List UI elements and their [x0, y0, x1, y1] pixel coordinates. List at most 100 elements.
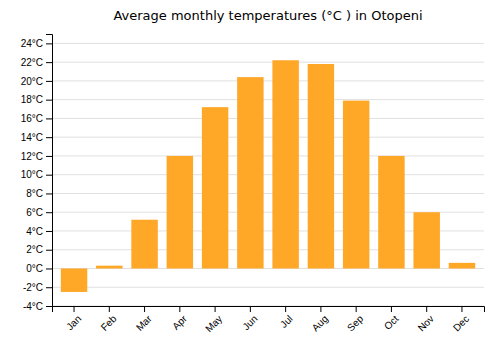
y-tick-mark — [46, 193, 52, 194]
y-tick: 22°C — [21, 57, 52, 68]
y-tick-mark — [46, 287, 52, 288]
y-tick-label: 10°C — [21, 169, 43, 180]
title: Average monthly temperatures (°C ) in Ot… — [113, 8, 422, 23]
y-tick-label: -4°C — [23, 301, 43, 312]
x-tick: Jun — [240, 306, 259, 332]
grid-line — [52, 287, 484, 288]
x-tick: Jul — [278, 306, 295, 330]
y-tick-mark — [46, 250, 52, 251]
y-tick-label: 0°C — [26, 263, 43, 274]
y-tick-mark — [46, 43, 52, 44]
y-tick-label: 22°C — [21, 57, 43, 68]
bar — [237, 77, 263, 268]
bar — [449, 263, 475, 269]
y-tick-label: 14°C — [21, 132, 43, 143]
y-tick-mark — [46, 118, 52, 119]
x-tick-mark — [109, 306, 110, 312]
y-tick-mark — [46, 306, 52, 307]
y-tick-mark — [46, 231, 52, 232]
x-tick-label: Oct — [382, 313, 401, 332]
y-tick: 14°C — [21, 132, 52, 143]
x-tick: Mar — [134, 306, 154, 333]
bar — [308, 64, 334, 268]
x-tick: Dec — [451, 306, 471, 333]
y-tick: -2°C — [23, 282, 52, 293]
y-tick: 12°C — [21, 151, 52, 162]
bar — [167, 156, 193, 269]
y-tick: 4°C — [26, 226, 52, 237]
y-tick: 6°C — [26, 207, 52, 218]
x-tick-label: May — [203, 313, 224, 334]
y-tick: 2°C — [26, 244, 52, 255]
y-tick-label: 20°C — [21, 76, 43, 87]
bar — [61, 268, 87, 291]
grid-line — [52, 174, 484, 175]
grid — [52, 43, 484, 306]
x-axis: Jan Feb Mar Apr May Jun Jul Aug Sep Oct Nov Dec — [53, 306, 485, 334]
x-tick-mark — [356, 306, 357, 312]
bars — [61, 60, 475, 292]
x-tick-mark — [215, 306, 216, 312]
x-tick-mark — [461, 306, 462, 312]
y-tick-mark — [46, 175, 52, 176]
x-tick-mark — [320, 306, 321, 312]
x-tick-label: Dec — [451, 313, 471, 333]
bar — [131, 220, 157, 269]
y-tick-label: 8°C — [26, 188, 43, 199]
x-tick-label: Aug — [310, 313, 330, 333]
y-tick: -4°C — [23, 301, 52, 312]
x-tick-mark — [426, 306, 427, 312]
y-tick-mark — [46, 137, 52, 138]
x-tick-label: Mar — [134, 313, 154, 333]
y-tick-mark — [46, 268, 52, 269]
y-tick: 18°C — [21, 94, 52, 105]
x-tick-label: Jan — [64, 313, 83, 332]
x-tick-label: Jun — [240, 313, 259, 332]
x-tick-mark — [285, 306, 286, 312]
y-tick-label: 18°C — [21, 94, 43, 105]
y-tick-label: 24°C — [21, 38, 43, 49]
x-tick-mark — [391, 306, 392, 312]
y-tick: 16°C — [21, 113, 52, 124]
bar — [343, 101, 369, 269]
y-axis: -4°C -2°C 0°C 2°C 4°C 6°C 8°C 10°C 12°C 14°C 16°C 1… — [21, 35, 53, 312]
x-tick: Feb — [99, 306, 119, 333]
bar — [413, 212, 439, 268]
x-tick: Aug — [310, 306, 330, 333]
y-tick: 0°C — [26, 263, 52, 274]
bar — [96, 266, 122, 269]
y-tick-mark — [46, 100, 52, 101]
x-tick-label: Apr — [170, 313, 189, 332]
grid-line — [52, 43, 484, 44]
y-tick-label: 2°C — [26, 244, 43, 255]
y-tick: 8°C — [26, 188, 52, 199]
x-tick-label: Feb — [99, 313, 119, 333]
y-tick: 24°C — [21, 38, 52, 49]
chart: -4°C -2°C 0°C 2°C 4°C 6°C 8°C 10°C 12°C 14°C 16°C 1… — [0, 0, 500, 350]
grid-line — [52, 62, 484, 63]
plot: -4°C -2°C 0°C 2°C 4°C 6°C 8°C 10°C 12°C 14°C 16°C 1… — [21, 35, 485, 335]
y-tick: 20°C — [21, 76, 52, 87]
x-tick: Oct — [382, 306, 401, 332]
grid-line — [52, 118, 484, 119]
x-tick: Sep — [345, 306, 366, 333]
grid-line — [52, 137, 484, 138]
grid-line — [52, 80, 484, 81]
grid-line — [52, 193, 484, 194]
x-tick-label: Sep — [345, 313, 366, 334]
bar — [378, 156, 404, 269]
y-axis-line — [46, 35, 53, 307]
grid-line — [52, 155, 484, 156]
x-tick-mark — [144, 306, 145, 312]
x-tick: Jan — [64, 306, 83, 332]
y-tick-label: -2°C — [23, 282, 43, 293]
x-tick-mark — [74, 306, 75, 312]
x-tick-mark — [250, 306, 251, 312]
y-tick-mark — [46, 212, 52, 213]
y-tick: 10°C — [21, 169, 52, 180]
x-tick-mark — [179, 306, 180, 312]
grid-line — [52, 99, 484, 100]
x-tick-label: Nov — [416, 313, 436, 333]
y-tick-mark — [46, 81, 52, 82]
x-tick: May — [203, 306, 224, 334]
